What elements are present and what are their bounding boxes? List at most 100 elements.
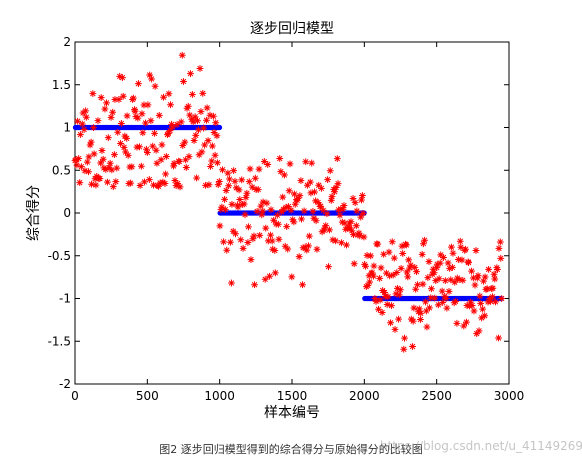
predicted-score-point [285, 187, 293, 195]
predicted-score-point [86, 141, 94, 149]
predicted-score-point [320, 226, 328, 234]
predicted-score-point [311, 188, 318, 196]
predicted-score-point [384, 293, 392, 301]
predicted-score-point [259, 198, 267, 206]
predicted-score-point [119, 74, 126, 82]
predicted-score-point [345, 223, 352, 231]
x-tick-label: 2500 [421, 389, 452, 403]
predicted-score-point [358, 196, 365, 204]
predicted-score-point [167, 101, 174, 109]
predicted-score-point [108, 166, 116, 174]
predicted-score-point [410, 304, 418, 312]
predicted-score-point [458, 256, 466, 264]
predicted-score-point [486, 295, 494, 303]
predicted-score-point [261, 275, 269, 283]
predicted-score-point [264, 237, 272, 245]
predicted-score-point [352, 222, 360, 230]
predicted-score-point [161, 180, 169, 187]
predicted-score-point [333, 155, 341, 163]
predicted-score-point [438, 287, 446, 295]
predicted-score-point [144, 101, 152, 109]
predicted-score-point [105, 164, 113, 171]
predicted-score-point [449, 264, 456, 271]
predicted-score-point [473, 330, 481, 337]
predicted-score-point [168, 120, 175, 128]
predicted-score-point [196, 65, 204, 72]
predicted-score-point [354, 231, 362, 239]
predicted-score-point [288, 273, 296, 281]
predicted-score-point [143, 149, 151, 156]
predicted-score-point [290, 218, 298, 226]
predicted-score-point [97, 159, 105, 167]
y-tick-label: 2 [63, 35, 71, 49]
predicted-score-point [492, 298, 499, 306]
predicted-score-point [141, 178, 148, 186]
predicted-score-point [327, 196, 335, 204]
predicted-score-point [119, 92, 127, 100]
predicted-score-point [149, 142, 157, 150]
predicted-score-point [223, 246, 231, 254]
predicted-score-point [77, 163, 85, 171]
predicted-score-point [200, 124, 208, 132]
predicted-score-point [449, 249, 457, 257]
predicted-score-point [191, 113, 199, 121]
predicted-score-point [244, 239, 252, 246]
predicted-score-point [277, 168, 285, 176]
predicted-score-point [452, 297, 460, 305]
predicted-score-point [447, 276, 455, 284]
predicted-score-point [455, 256, 462, 263]
predicted-score-point [231, 177, 239, 185]
predicted-score-point [478, 314, 486, 322]
predicted-score-point [353, 207, 361, 215]
predicted-score-point [245, 223, 252, 231]
predicted-score-point [365, 272, 373, 280]
predicted-score-point [388, 238, 396, 246]
predicted-score-point [305, 232, 313, 240]
predicted-score-point [210, 112, 217, 120]
y-tick-label: -0.5 [48, 249, 71, 263]
predicted-score-point [164, 130, 172, 137]
predicted-score-point [395, 315, 402, 323]
predicted-score-point [483, 285, 491, 293]
predicted-score-point [291, 200, 299, 208]
predicted-score-point [116, 72, 124, 80]
predicted-score-point [406, 264, 414, 272]
predicted-score-point [175, 158, 183, 166]
predicted-score-point [470, 307, 478, 315]
predicted-score-point [274, 220, 282, 228]
predicted-score-point [493, 264, 501, 272]
predicted-score-point [319, 206, 327, 214]
predicted-score-point [366, 278, 374, 286]
predicted-score-point [137, 162, 145, 170]
predicted-score-point [111, 151, 118, 159]
predicted-score-point [120, 143, 128, 151]
predicted-score-point [235, 186, 243, 194]
predicted-score-point [370, 272, 377, 280]
predicted-score-point [90, 124, 97, 132]
predicted-score-point [399, 250, 407, 257]
predicted-score-point [480, 277, 487, 285]
predicted-score-point [376, 274, 384, 282]
predicted-score-point [267, 206, 275, 214]
predicted-score-point [294, 195, 302, 202]
predicted-score-point [87, 138, 95, 146]
predicted-score-point [114, 128, 122, 136]
predicted-score-point [199, 89, 207, 97]
predicted-score-point [234, 201, 241, 209]
predicted-score-point [148, 75, 155, 83]
predicted-score-point [174, 180, 182, 187]
x-tick-label: 0 [71, 389, 79, 403]
predicted-score-point [189, 118, 197, 126]
predicted-score-point [430, 269, 438, 277]
predicted-score-point [323, 210, 331, 218]
predicted-score-point [245, 178, 253, 186]
predicted-score-point [215, 178, 223, 185]
predicted-score-point [112, 178, 120, 185]
predicted-score-point [298, 215, 305, 223]
predicted-score-point [214, 159, 221, 167]
predicted-score-point [282, 203, 290, 211]
predicted-score-point [496, 238, 504, 246]
predicted-score-point [153, 159, 161, 167]
predicted-score-point [243, 189, 251, 197]
